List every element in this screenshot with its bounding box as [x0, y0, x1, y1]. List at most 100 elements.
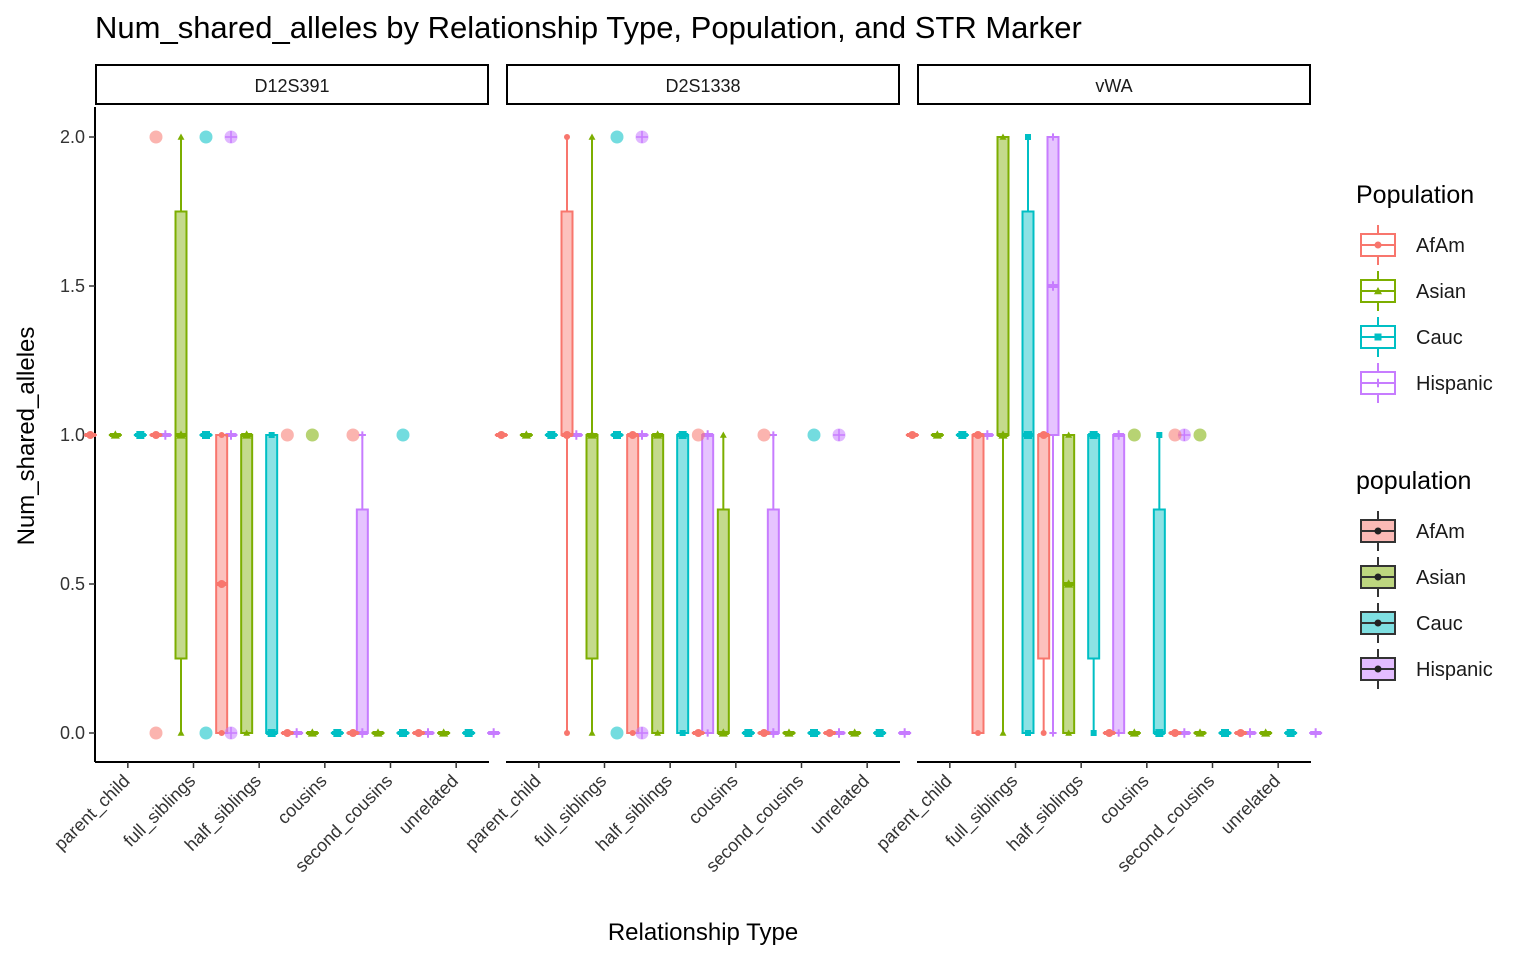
box-unrelated-Asian — [1259, 728, 1273, 737]
box-cousins-AfAm — [1102, 729, 1116, 737]
box-iqr — [971, 434, 985, 734]
legend-label: Cauc — [1416, 613, 1463, 635]
whisker-end-point — [1025, 730, 1031, 736]
whisker-end-point — [704, 729, 712, 737]
median-point — [678, 431, 687, 439]
legend-key-Hispanic — [1360, 649, 1396, 689]
box-half_siblings-Cauc — [676, 431, 690, 736]
legend-key-AfAm — [1360, 225, 1396, 265]
legend-marker — [1374, 573, 1382, 581]
box-iqr — [560, 210, 574, 436]
median-point — [152, 431, 160, 439]
median-point — [1048, 281, 1058, 291]
median-point — [998, 430, 1008, 439]
outlier-point — [610, 726, 624, 740]
box-second_cousins-AfAm — [1168, 729, 1182, 737]
legend-marker — [1374, 527, 1382, 535]
facet-strip-label: D12S391 — [254, 76, 329, 96]
legend-key-Cauc — [1360, 603, 1396, 643]
whisker-end-point — [243, 729, 251, 736]
whisker-end-point — [975, 730, 981, 736]
y-tick-label: 0.0 — [60, 723, 85, 743]
facet-strip — [95, 64, 489, 105]
median-point — [464, 729, 473, 737]
median-point — [958, 431, 967, 439]
whisker-end-point — [1025, 134, 1031, 140]
legend-label: Hispanic — [1416, 373, 1493, 395]
whisker-end-point — [654, 729, 662, 736]
median-point — [267, 729, 276, 737]
box-unrelated-AfAm — [412, 729, 426, 737]
x-tick-label: parent_child — [50, 771, 134, 855]
box-half_siblings-Asian — [240, 430, 254, 736]
median-point — [1171, 729, 1179, 737]
whisker-end-point — [588, 133, 596, 140]
box-cousins-Asian — [716, 431, 730, 737]
median-point — [1221, 729, 1229, 737]
box-parent_child-AfAm — [494, 431, 508, 439]
whisker-end-point — [1115, 729, 1123, 737]
outlier-point — [149, 726, 163, 740]
median-point — [136, 431, 145, 439]
whisker-end-point — [1049, 729, 1057, 737]
legend-marker — [1373, 286, 1383, 295]
box-iqr — [701, 434, 715, 734]
legend-marker — [1374, 619, 1382, 627]
box-half_siblings-AfAm — [626, 431, 640, 736]
box-iqr — [676, 434, 690, 734]
median-point — [653, 430, 663, 439]
median-point — [1024, 431, 1032, 439]
median-point — [283, 729, 292, 737]
median-point — [547, 431, 556, 439]
box-unrelated-Cauc — [873, 729, 887, 737]
facet-panel-D2S1338: D2S1338parent_childfull_siblingshalf_sib… — [461, 64, 912, 877]
legend-key-AfAm — [1360, 511, 1396, 551]
outlier-point — [1168, 428, 1182, 442]
legend-label: AfAm — [1416, 521, 1465, 543]
median-point — [760, 729, 768, 737]
x-tick-label: parent_child — [872, 771, 956, 855]
median-point — [694, 729, 703, 737]
box-second_cousins-Cauc — [396, 729, 410, 737]
legend-key-Asian — [1360, 557, 1396, 597]
box-iqr — [1037, 434, 1051, 660]
y-tick-label: 1.5 — [60, 276, 85, 296]
box-unrelated-Asian — [848, 728, 862, 737]
median-point — [908, 431, 917, 439]
outlier-point — [305, 428, 319, 442]
box-cousins-AfAm — [280, 729, 294, 737]
whisker-end-point — [1040, 730, 1047, 736]
box-unrelated-Hispanic — [1309, 728, 1323, 738]
legend-label: Asian — [1416, 567, 1466, 589]
median-point — [176, 430, 186, 439]
box-half_siblings-AfAm — [215, 432, 229, 736]
box-iqr — [240, 434, 254, 734]
x-tick-label: cousins — [273, 771, 330, 828]
box-second_cousins-Asian — [371, 728, 385, 737]
x-tick-label: unrelated — [1217, 771, 1284, 838]
box-iqr — [1087, 434, 1101, 660]
box-cousins-AfAm — [691, 729, 705, 737]
median-point — [850, 728, 860, 737]
median-point — [1261, 728, 1271, 737]
whisker-end-point — [1156, 432, 1163, 438]
median-point — [825, 729, 834, 737]
facet-strip-label: vWA — [1095, 76, 1132, 96]
box-unrelated-Hispanic — [487, 728, 501, 738]
legends: PopulationAfAmAsianCaucHispanicpopulatio… — [1356, 181, 1493, 689]
whisker-end-point — [769, 431, 777, 439]
median-point — [1195, 728, 1205, 737]
outlier-point — [149, 130, 163, 144]
whisker-end-point — [1090, 730, 1097, 736]
box-iqr — [355, 508, 369, 734]
box-full_siblings-Cauc — [610, 431, 624, 439]
legend-marker — [1374, 665, 1382, 673]
whisker-end-point — [564, 134, 570, 140]
median-point — [1286, 729, 1295, 737]
whisker-end-point — [679, 730, 686, 736]
box-iqr — [651, 434, 665, 734]
median-point — [86, 431, 95, 439]
x-tick-label: parent_child — [461, 771, 545, 855]
facet-strip — [506, 64, 900, 105]
